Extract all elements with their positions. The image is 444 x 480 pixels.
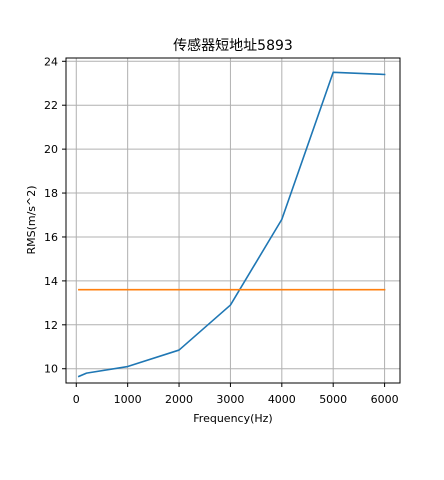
y-axis: 10 12 14 16 18 20 22 24 (44, 55, 66, 376)
series-layer (77, 71, 386, 378)
plot-frame (65, 57, 401, 384)
x-tick-label: 6000 (371, 393, 399, 406)
y-tick-label: 18 (44, 187, 58, 200)
x-tick-label: 0 (73, 393, 80, 406)
x-tick-label: 3000 (216, 393, 244, 406)
y-tick-label: 10 (44, 363, 58, 376)
y-tick-label: 24 (44, 55, 58, 68)
y-tick-label: 22 (44, 99, 58, 112)
y-tick-label: 14 (44, 275, 58, 288)
series-line-1 (77, 71, 386, 378)
x-tick-label: 1000 (114, 393, 142, 406)
y-tick-label: 12 (44, 319, 58, 332)
x-tick-label: 4000 (268, 393, 296, 406)
chart-title: 传感器短地址5893 (173, 37, 293, 54)
x-axis-title: Frequency(Hz) (193, 412, 272, 425)
y-axis-title: RMS(m/s^2) (25, 185, 38, 254)
grid (66, 58, 400, 383)
y-tick-label: 20 (44, 143, 58, 156)
y-tick-label: 16 (44, 231, 58, 244)
x-tick-label: 5000 (319, 393, 347, 406)
x-axis: 0 1000 2000 3000 4000 5000 6000 (73, 383, 399, 406)
x-tick-label: 2000 (165, 393, 193, 406)
